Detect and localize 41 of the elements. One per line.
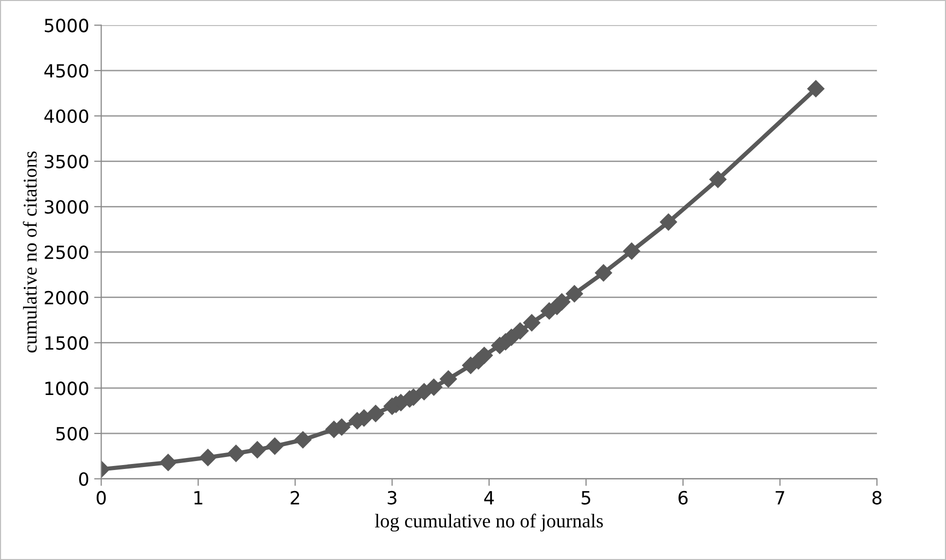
x-tick-label: 3	[388, 490, 396, 505]
point	[294, 431, 312, 448]
y-tick-label: 500	[56, 426, 88, 441]
y-axis-title: cumulative no of citations	[22, 151, 37, 353]
point	[623, 242, 640, 260]
y-tick-label: 2500	[44, 245, 88, 260]
point	[512, 322, 529, 340]
point	[199, 448, 216, 466]
x-tick-label: 1	[194, 491, 202, 504]
point	[248, 441, 266, 458]
y-tick-label: 5000	[44, 18, 88, 32]
y-tick-label: 1500	[45, 336, 88, 350]
x-tick-label: 0	[96, 490, 106, 505]
point	[266, 438, 284, 455]
x-tick-label: 8	[872, 490, 882, 505]
point	[523, 314, 540, 332]
point	[807, 80, 824, 98]
y-tick-label: 2000	[44, 290, 88, 304]
x-tick-label: 4	[484, 491, 494, 504]
point	[160, 454, 177, 472]
y-tick-label: 1000	[45, 382, 88, 396]
y-tick-label: 4500	[44, 64, 88, 78]
y-tick-label: 3000	[44, 200, 88, 214]
x-tick-label: 5	[582, 491, 590, 505]
point	[566, 285, 583, 302]
point	[476, 346, 493, 364]
point	[594, 264, 612, 282]
y-tick-label: 0	[79, 472, 88, 486]
point	[425, 378, 442, 396]
point	[660, 214, 678, 231]
point	[227, 444, 245, 462]
x-tick-label: 2	[290, 490, 300, 504]
point	[709, 170, 726, 188]
point	[553, 293, 570, 310]
y-tick-label: 4000	[44, 109, 88, 124]
point	[367, 404, 384, 422]
point	[440, 370, 457, 388]
x-axis-title: log cumulative no of journals	[374, 514, 603, 532]
x-tick-label: 7	[776, 491, 784, 504]
y-tick-label: 3500	[44, 154, 88, 168]
x-tick-label: 6	[678, 490, 688, 505]
